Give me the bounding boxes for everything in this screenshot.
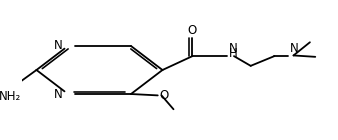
Text: NH₂: NH₂: [0, 90, 21, 103]
Text: O: O: [159, 89, 169, 102]
Text: N: N: [54, 39, 63, 52]
Text: H: H: [228, 47, 237, 60]
Text: N: N: [289, 42, 298, 55]
Text: N: N: [54, 88, 63, 101]
Text: O: O: [188, 24, 197, 37]
Text: N: N: [228, 42, 237, 55]
